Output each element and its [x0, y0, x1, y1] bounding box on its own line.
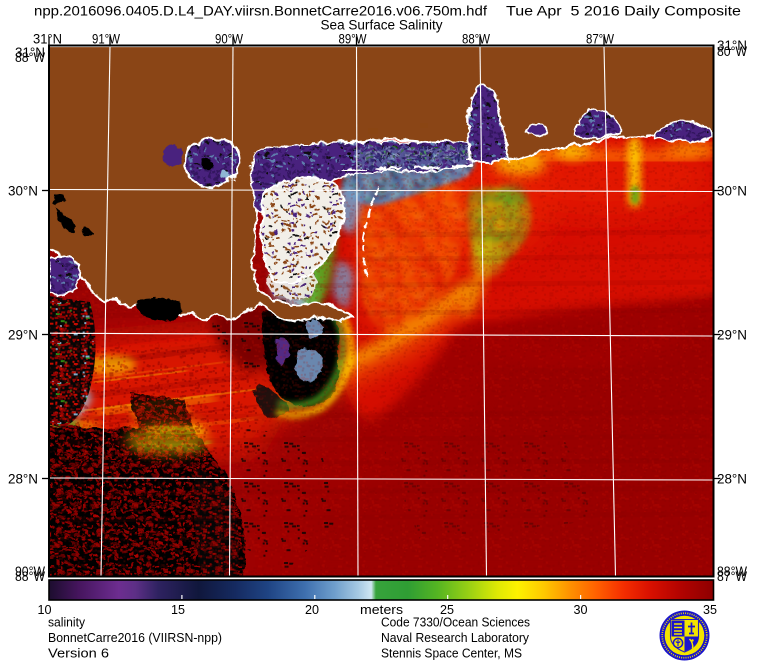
- svg-text:15: 15: [171, 602, 185, 617]
- svg-text:salinity: salinity: [48, 615, 86, 630]
- svg-text:29°N: 29°N: [8, 328, 38, 343]
- svg-text:20: 20: [305, 602, 319, 617]
- svg-text:npp.2016096.0405.D.L4_DAY.viir: npp.2016096.0405.D.L4_DAY.viirsn.BonnetC…: [34, 4, 487, 19]
- svg-text:meters: meters: [360, 602, 404, 617]
- svg-text:35: 35: [703, 602, 717, 617]
- svg-text:30: 30: [574, 602, 588, 617]
- svg-text:Stennis Space Center, MS: Stennis Space Center, MS: [381, 646, 522, 661]
- svg-text:28°N: 28°N: [8, 472, 38, 487]
- svg-text:31°N: 31°N: [717, 38, 747, 53]
- svg-text:25: 25: [440, 602, 454, 617]
- svg-text:30°N: 30°N: [717, 184, 747, 199]
- svg-text:88°W: 88°W: [717, 564, 747, 579]
- svg-text:Sea Surface Salinity: Sea Surface Salinity: [321, 18, 443, 33]
- svg-text:88°W: 88°W: [15, 50, 45, 65]
- svg-text:87°W: 87°W: [586, 32, 614, 47]
- svg-text:89°W: 89°W: [339, 32, 367, 47]
- svg-text:90°W: 90°W: [15, 564, 45, 579]
- svg-text:80°W: 80°W: [717, 44, 747, 59]
- svg-text:Naval Research Laboratory: Naval Research Laboratory: [381, 630, 530, 645]
- svg-text:29°N: 29°N: [717, 328, 747, 343]
- svg-text:Tue Apr 5 2016 Daily Composit: Tue Apr 5 2016 Daily Composite: [506, 4, 741, 19]
- svg-text:87°W: 87°W: [717, 569, 747, 584]
- svg-text:31°N: 31°N: [33, 32, 62, 47]
- svg-text:Code 7330/Ocean Sciences: Code 7330/Ocean Sciences: [381, 615, 530, 630]
- svg-text:88°W: 88°W: [15, 569, 45, 584]
- svg-text:BonnetCarre2016 (VIIRSN-npp): BonnetCarre2016 (VIIRSN-npp): [48, 630, 222, 645]
- svg-text:28°N: 28°N: [717, 472, 747, 487]
- svg-text:88°W: 88°W: [462, 32, 490, 47]
- svg-text:31°N: 31°N: [15, 45, 45, 60]
- svg-text:90°W: 90°W: [215, 32, 243, 47]
- svg-text:Version 6: Version 6: [48, 646, 109, 661]
- svg-text:10: 10: [38, 602, 52, 617]
- svg-text:30°N: 30°N: [8, 184, 38, 199]
- svg-text:91°W: 91°W: [92, 32, 120, 47]
